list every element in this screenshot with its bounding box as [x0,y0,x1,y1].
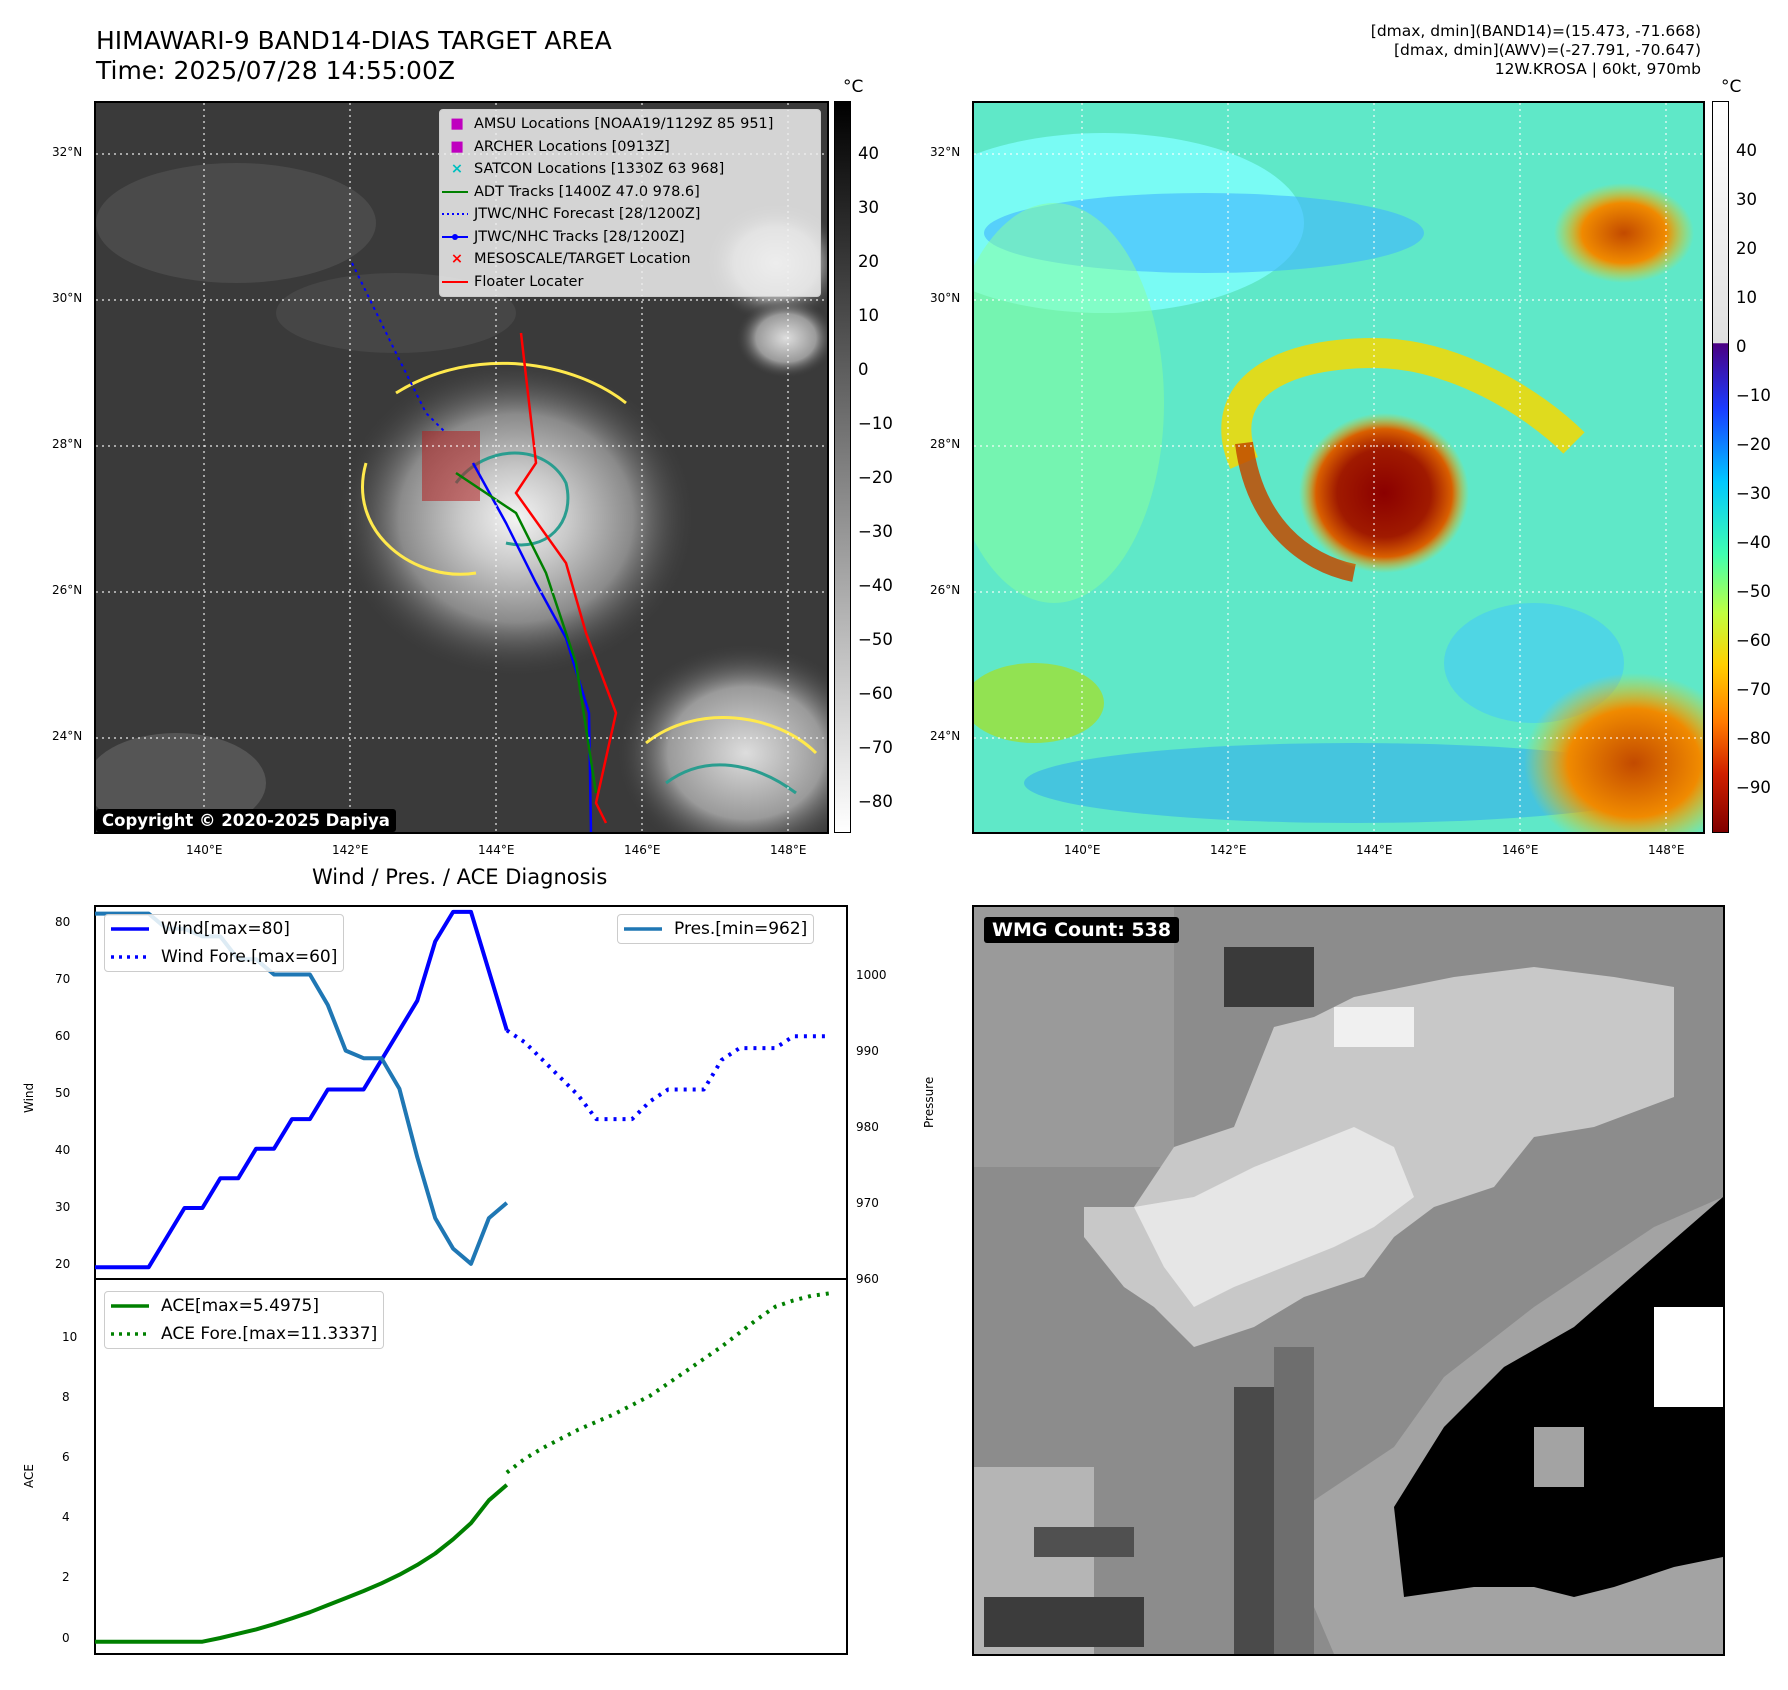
square-marker-icon: ■ [450,138,464,155]
legend-item-archer: ■ ARCHER Locations [0913Z] [440,136,820,159]
ir-legend: ■ AMSU Locations [NOAA19/1129Z 85 951] ■ A… [439,109,821,297]
line-marker-icon [440,187,474,197]
wv-colorbar-unit: °C [1721,77,1742,97]
wmg-count-badge: WMG Count: 538 [984,917,1180,943]
legend-item-satcon: × SATCON Locations [1330Z 63 968] [440,158,820,181]
legend-item-adt: ADT Tracks [1400Z 47.0 978.6] [440,181,820,204]
legend-wind: Wind[max=80] [105,915,343,943]
dotted-line-icon [105,1329,161,1339]
series-line-ace-max-5-4975- [95,1483,509,1644]
pressure-legend: Pres.[min=962] [617,914,815,944]
title-line-1: HIMAWARI-9 BAND14-DIAS TARGET AREA [96,26,612,55]
copyright-badge: Copyright © 2020-2025 Dapiya [96,809,396,832]
ir-map-panel: ■ AMSU Locations [NOAA19/1129Z 85 951] ■ A… [94,101,829,834]
wv-imagery [974,103,1703,832]
wmg-panel: WMG Count: 538 [972,905,1725,1656]
legend-item-forecast: JTWC/NHC Forecast [28/1200Z] [440,203,820,226]
info-line-2: [dmax, dmin](AWV)=(-27.791, -70.647) [1394,41,1701,59]
legend-wind-forecast: Wind Fore.[max=60] [105,943,343,971]
ir-colorbar-unit: °C [843,77,864,97]
legend-item-floater: Floater Locater [440,271,820,294]
wind-legend: Wind[max=80] Wind Fore.[max=60] [104,914,345,972]
x-marker-icon: × [450,161,464,178]
wmg-imagery [974,907,1723,1654]
solid-line-icon [105,1301,161,1311]
series-line-ace-fore-max-11-3337- [505,1291,830,1475]
legend-item-target: × MESOSCALE/TARGET Location [440,248,820,271]
ace-legend: ACE[max=5.4975] ACE Fore.[max=11.3337] [104,1291,385,1349]
diagnosis-title: Wind / Pres. / ACE Diagnosis [312,865,608,889]
ir-colorbar [834,101,851,833]
legend-ace: ACE[max=5.4975] [105,1292,383,1320]
solid-line-icon [618,924,674,934]
storm-info: [dmax, dmin](BAND14)=(15.473, -71.668) [… [1371,22,1701,79]
series-line-wind-fore-max-60- [505,1028,830,1122]
info-line-1: [dmax, dmin](BAND14)=(15.473, -71.668) [1370,22,1701,40]
ace-plot-frame [94,1278,848,1655]
series-line-wind-max-80- [95,909,509,1270]
info-line-3: 12W.KROSA | 60kt, 970mb [1494,60,1701,78]
solid-line-icon [105,924,161,934]
wv-map-panel [972,101,1705,834]
dotted-line-icon [440,209,474,219]
legend-ace-forecast: ACE Fore.[max=11.3337] [105,1320,383,1348]
title-line-2: Time: 2025/07/28 14:55:00Z [96,56,455,85]
wv-colorbar [1712,101,1729,833]
line-marker-icon [440,277,474,287]
figure-title: HIMAWARI-9 BAND14-DIAS TARGET AREA Time:… [96,26,612,86]
legend-pressure: Pres.[min=962] [618,915,813,943]
legend-item-tracks: JTWC/NHC Tracks [28/1200Z] [440,226,820,249]
ace-series-layer [95,1291,830,1644]
dotted-line-icon [105,952,161,962]
square-marker-icon: ■ [450,116,464,133]
dot-line-icon [440,232,474,242]
legend-item-amsu: ■ AMSU Locations [NOAA19/1129Z 85 951] [440,113,820,136]
x-marker-icon: × [450,251,464,268]
